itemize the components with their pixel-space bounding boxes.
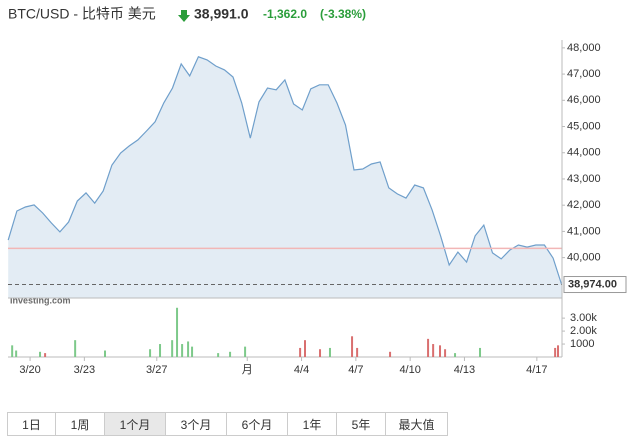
- volume-bar: [356, 347, 359, 357]
- x-tick-label: 月: [242, 364, 253, 376]
- watermark-site: Investing.com: [10, 295, 71, 305]
- volume-bar: [351, 336, 354, 357]
- volume-bar: [191, 346, 194, 357]
- volume-bar: [171, 340, 174, 357]
- price-area: [8, 56, 562, 298]
- range-button[interactable]: 5年: [336, 412, 386, 436]
- x-tick-label: 4/7: [348, 364, 363, 376]
- price-line: [7, 56, 563, 285]
- volume-bar: [319, 349, 322, 357]
- y-tick-label: 41,000: [567, 225, 601, 237]
- change: -1,362.0: [263, 7, 307, 21]
- x-tick-label: 4/10: [399, 364, 420, 376]
- volume-y-tick-label: 2.00k: [570, 325, 597, 337]
- y-tick-label: 42,000: [567, 199, 601, 211]
- volume-bar: [389, 351, 392, 357]
- x-tick-label: 3/27: [146, 364, 167, 376]
- volume-bar: [149, 349, 152, 357]
- volume-bar: [454, 353, 457, 357]
- volume-y-tick-label: 3.00k: [570, 312, 597, 324]
- volume-bar: [104, 350, 107, 357]
- plot: 英为财情Investing.com40,00041,00042,00043,00…: [7, 40, 627, 376]
- volume-bar: [15, 350, 18, 357]
- y-tick-label: 46,000: [567, 94, 601, 106]
- last-price-box: [563, 276, 627, 294]
- y-tick-label: 44,000: [567, 147, 601, 159]
- x-tick-label: 4/13: [454, 364, 475, 376]
- x-tick-label: 4/17: [526, 364, 547, 376]
- range-button[interactable]: 1日: [7, 412, 56, 436]
- y-tick-label: 45,000: [567, 120, 601, 132]
- range-button[interactable]: 3个月: [165, 412, 227, 436]
- change-pct: (-3.38%): [320, 7, 366, 21]
- x-tick-label: 4/4: [294, 364, 309, 376]
- volume-bar: [181, 344, 184, 357]
- volume-bar: [11, 345, 14, 357]
- range-button[interactable]: 最大值: [385, 412, 448, 436]
- pair-title: BTC/USD - 比特币 美元: [8, 6, 156, 22]
- volume-bar: [432, 344, 435, 357]
- y-tick-label: 43,000: [567, 173, 601, 185]
- y-tick-label: 48,000: [567, 42, 601, 54]
- volume-bar: [74, 340, 77, 357]
- volume-bar: [557, 345, 560, 357]
- volume-bar: [444, 349, 447, 357]
- y-tick-label: 47,000: [567, 68, 601, 80]
- volume-bar: [427, 338, 430, 357]
- range-buttons: 1日 1周 1个月 3个月 6个月 1年 5年 最大值: [7, 412, 448, 436]
- volume-bar: [328, 347, 331, 357]
- x-tick-label: 3/23: [74, 364, 95, 376]
- volume-bar: [439, 345, 442, 357]
- x-tick-label: 3/20: [19, 364, 40, 376]
- range-button[interactable]: 1年: [287, 412, 337, 436]
- volume-bar: [39, 351, 42, 357]
- volume-bar: [303, 340, 306, 357]
- range-button[interactable]: 1个月: [104, 412, 166, 436]
- range-button[interactable]: 6个月: [226, 412, 288, 436]
- volume-bar: [187, 341, 190, 357]
- volume-bar: [176, 307, 179, 357]
- range-button[interactable]: 1周: [55, 412, 105, 436]
- volume-bar: [479, 347, 482, 357]
- chart: BTC/USD - 比特币 美元 38,991.0 -1,362.0 (-3.3…: [7, 6, 627, 376]
- down-arrow: [178, 10, 190, 22]
- volume-bar: [299, 347, 302, 357]
- volume-bar: [229, 351, 232, 357]
- volume-y-tick-label: 1000: [570, 338, 594, 350]
- last-price: 38,991.0: [194, 6, 249, 22]
- volume-bar: [554, 347, 557, 357]
- volume-bar: [217, 353, 220, 357]
- y-tick-label: 40,000: [567, 252, 601, 264]
- volume-bar: [44, 353, 47, 357]
- volume-bar: [159, 344, 162, 357]
- volume-bar: [244, 346, 247, 357]
- last-price-label: 38,974.00: [568, 278, 617, 290]
